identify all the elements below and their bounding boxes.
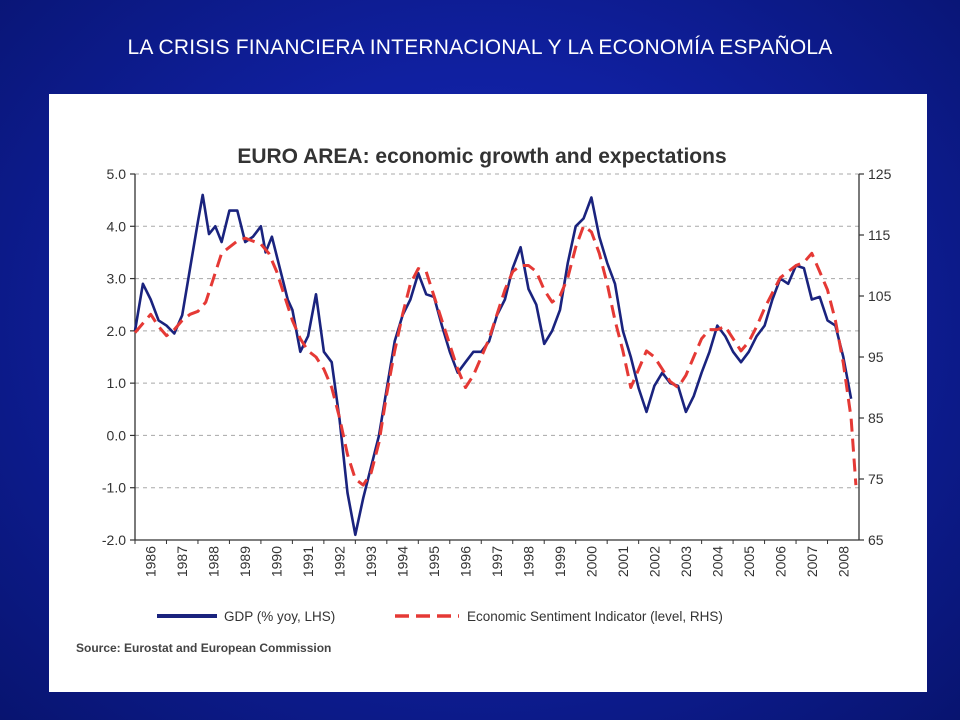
x-tick-label: 2006 [772, 546, 788, 577]
right-tick-label: 85 [868, 410, 884, 426]
x-tick-label: 2007 [804, 546, 820, 577]
slide-title: LA CRISIS FINANCIERA INTERNACIONAL Y LA … [127, 36, 833, 59]
x-tick-label: 1992 [332, 546, 348, 577]
left-tick-label: 2.0 [107, 323, 127, 339]
right-tick-label: 105 [868, 288, 892, 304]
series-line-gdp [133, 193, 853, 537]
legend-label-gdp: GDP (% yoy, LHS) [224, 609, 335, 624]
x-axis-ticks: 1986 1987 1988 1989 1990 1991 1992 1993 1994 1995… [143, 546, 852, 577]
left-tick-label: -1.0 [102, 480, 126, 496]
x-tick-label: 1986 [143, 546, 159, 577]
x-tick-label: 1991 [300, 546, 316, 577]
x-tick-label: 1990 [269, 546, 285, 577]
chart-title: EURO AREA: economic growth and expectati… [237, 145, 726, 168]
x-tick-label: 2000 [583, 546, 599, 577]
series-line-esi [133, 224, 858, 487]
right-tick-label: 115 [868, 227, 891, 243]
left-tick-label: -2.0 [102, 532, 126, 548]
x-tick-label: 1989 [237, 546, 253, 577]
x-tick-label: 1995 [426, 546, 442, 577]
source-note: Source: Eurostat and European Commission [76, 641, 331, 655]
x-tick-label: 1996 [458, 546, 474, 577]
legend: GDP (% yoy, LHS) Economic Sentiment Indi… [157, 609, 723, 624]
x-tick-label: 1998 [520, 546, 536, 577]
left-axis-ticks: 5.0 4.0 3.0 2.0 1.0 0.0 -1.0 -2.0 [102, 166, 126, 548]
left-tick-label: 4.0 [107, 218, 127, 234]
x-tick-label: 2001 [615, 546, 631, 577]
left-tick-label: 0.0 [107, 427, 127, 443]
chart-panel: EURO AREA: economic growth and expectati… [49, 94, 927, 692]
right-tick-label: 95 [868, 349, 884, 365]
left-tick-label: 5.0 [107, 166, 127, 182]
chart-svg: EURO AREA: economic growth and expectati… [76, 145, 892, 655]
x-tick-label: 1993 [363, 546, 379, 577]
left-tick-label: 1.0 [107, 375, 127, 391]
x-tick-label: 2002 [646, 546, 662, 577]
right-tick-label: 75 [868, 471, 884, 487]
chart-axes [130, 173, 864, 544]
x-tick-label: 1994 [395, 546, 411, 577]
x-tick-label: 1997 [489, 546, 505, 577]
left-tick-label: 3.0 [107, 271, 127, 287]
right-tick-label: 65 [868, 532, 884, 548]
legend-label-esi: Economic Sentiment Indicator (level, RHS… [467, 609, 723, 624]
x-tick-label: 1999 [552, 546, 568, 577]
grid-lines [135, 173, 859, 541]
x-tick-label: 2003 [678, 546, 694, 577]
series-lines [133, 193, 858, 537]
x-tick-label: 1988 [206, 546, 222, 577]
right-tick-label: 125 [868, 166, 892, 182]
x-tick-label: 1987 [174, 546, 190, 577]
right-axis-ticks: 125 115 105 95 85 75 65 [868, 166, 892, 548]
x-tick-label: 2005 [741, 546, 757, 577]
x-tick-label: 2004 [709, 546, 725, 577]
x-tick-label: 2008 [835, 546, 851, 577]
